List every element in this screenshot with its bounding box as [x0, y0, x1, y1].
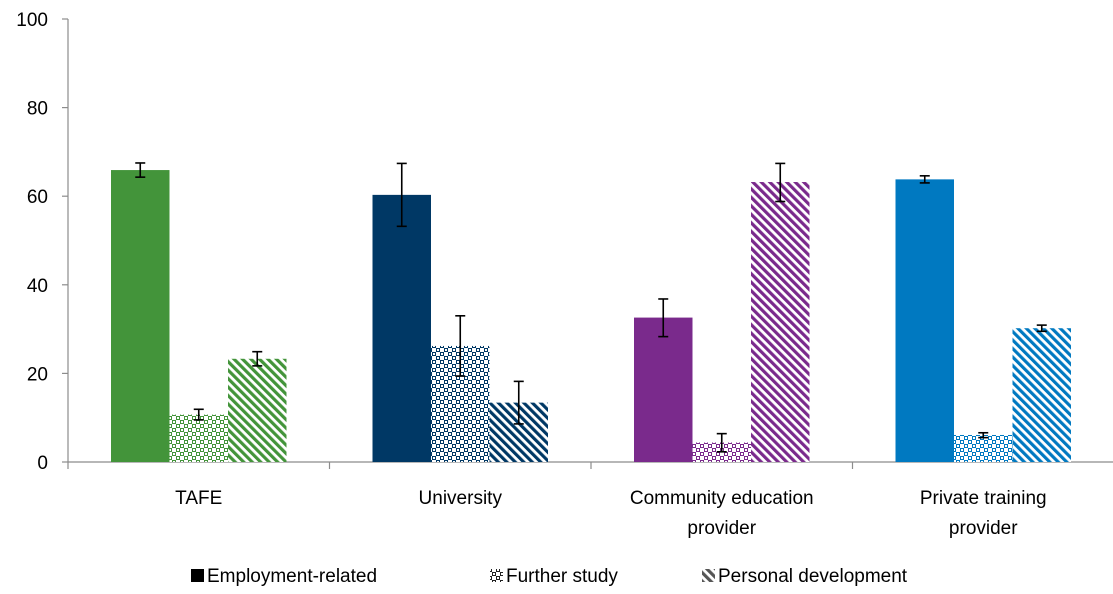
error-bar — [193, 408, 204, 421]
legend-item: Employment-related — [191, 566, 377, 587]
bar-diagonal — [228, 358, 287, 462]
error-bar — [455, 315, 466, 377]
error-bar — [252, 350, 263, 367]
bar-solid — [111, 170, 170, 463]
y-tick-label: 80 — [27, 99, 48, 120]
legend-swatch — [191, 569, 204, 582]
y-tick-label: 20 — [27, 364, 48, 385]
axes — [62, 18, 1113, 469]
error-bar — [978, 431, 989, 439]
bar-checker — [169, 414, 228, 462]
legend-swatch — [702, 569, 715, 582]
x-category-label: provider — [687, 518, 756, 539]
y-tick-label: 40 — [27, 276, 48, 297]
bar-diagonal — [751, 182, 810, 463]
error-bar — [775, 162, 786, 203]
x-category-label: provider — [949, 518, 1018, 539]
error-bar — [513, 380, 524, 425]
error-bar — [658, 298, 669, 338]
axis-labels: 0 20 40 60 80 100 TAFE University Community educ… — [16, 10, 1046, 539]
error-bar — [135, 162, 146, 178]
bar-checker — [954, 434, 1013, 462]
legend-item: Further study — [490, 566, 618, 587]
bar-solid — [372, 194, 431, 462]
error-bars — [135, 162, 1047, 453]
y-tick-label: 0 — [37, 453, 48, 474]
legend-swatch — [490, 569, 503, 582]
legend-label: Further study — [506, 566, 618, 587]
error-bar — [396, 162, 407, 228]
error-bar — [919, 175, 930, 184]
error-bar — [1036, 324, 1047, 333]
x-category-label: Community education — [630, 488, 814, 509]
legend: Employment-related Further study Personal … — [191, 566, 908, 587]
legend-label: Employment-related — [207, 566, 377, 587]
x-category-label: University — [419, 488, 503, 509]
y-tick-label: 100 — [16, 10, 48, 31]
bars — [111, 170, 1071, 463]
error-bar — [716, 432, 727, 453]
x-category-label: TAFE — [175, 488, 222, 509]
bar-solid — [634, 317, 693, 462]
legend-label: Personal development — [718, 566, 908, 587]
y-tick-label: 60 — [27, 187, 48, 208]
bar-diagonal — [1012, 328, 1071, 462]
x-category-label: Private training — [920, 488, 1047, 509]
bar-solid — [895, 179, 954, 462]
legend-item: Personal development — [702, 566, 908, 587]
